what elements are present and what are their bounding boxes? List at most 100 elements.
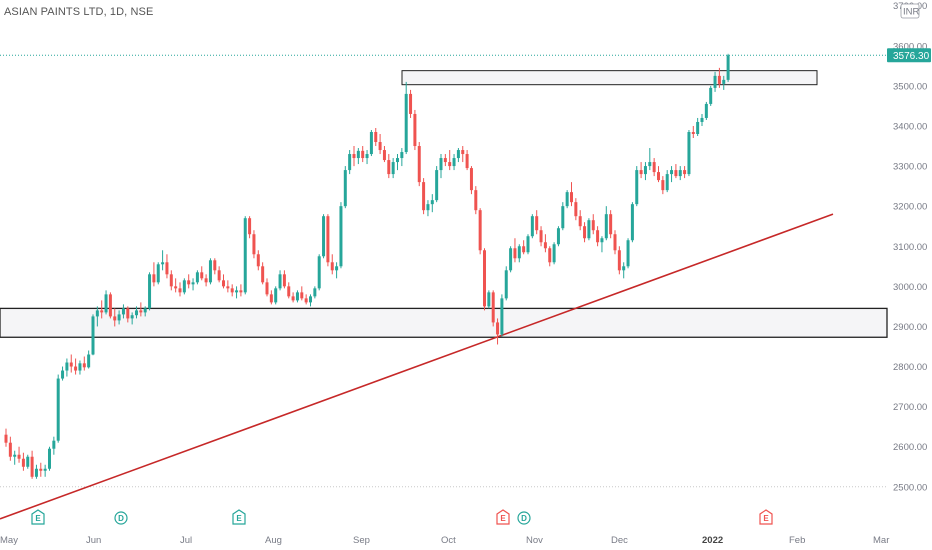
candle-body: [335, 266, 339, 271]
price-overlay: 3576.30: [0, 48, 931, 63]
earnings-marker[interactable]: E: [759, 509, 773, 525]
candle-body: [713, 75, 717, 88]
candle-body: [330, 262, 334, 271]
dividend-marker[interactable]: D: [114, 511, 128, 525]
candle-body: [400, 152, 404, 159]
candle-body: [491, 292, 495, 323]
candle-body: [570, 192, 573, 203]
candle-body: [678, 170, 682, 177]
candle-body: [52, 440, 56, 449]
candle-body: [295, 292, 299, 301]
candle-body: [352, 154, 356, 159]
earnings-marker[interactable]: E: [31, 509, 45, 525]
candle-body: [622, 266, 626, 271]
candle-body: [126, 308, 130, 319]
candle-body: [361, 150, 365, 159]
candle-body: [626, 240, 630, 267]
candle-body: [21, 458, 25, 467]
candle-body: [609, 214, 613, 235]
candle-body: [670, 170, 674, 175]
candle-body: [596, 230, 600, 243]
candle-body: [230, 288, 234, 293]
candle-body: [548, 248, 552, 263]
candle-body: [604, 214, 608, 239]
x-tick-label: Aug: [265, 535, 282, 546]
candle-body: [326, 216, 330, 263]
candles-layer: [4, 53, 730, 479]
y-tick-label: 3200.00: [893, 202, 927, 213]
candle-body: [413, 113, 417, 147]
candle-body: [200, 272, 204, 279]
candle-body: [661, 180, 665, 191]
candle-body: [396, 158, 399, 163]
x-tick-label: Mar: [873, 535, 889, 546]
candle-body: [130, 315, 134, 319]
trendline-layer: [0, 213, 834, 520]
candle-body: [265, 282, 269, 295]
candle-body: [100, 310, 104, 313]
candle-body: [617, 250, 621, 271]
candle-body: [665, 174, 669, 191]
candle-body: [165, 262, 169, 275]
candle-body: [600, 238, 604, 243]
candle-body: [108, 294, 112, 317]
candle-body: [156, 264, 160, 283]
candle-body: [543, 242, 547, 249]
candle-body: [56, 378, 60, 441]
candle-body: [13, 454, 17, 457]
candle-body: [674, 170, 678, 177]
candle-body: [226, 286, 230, 289]
candle-body: [378, 142, 382, 151]
candle-body: [300, 292, 304, 299]
y-tick-label: 2600.00: [893, 442, 927, 453]
candle-body: [417, 146, 421, 183]
candle-body: [65, 362, 69, 371]
candle-body: [213, 260, 217, 271]
candle-body: [356, 150, 360, 159]
candle-body: [117, 314, 121, 321]
resistance-zone: [401, 70, 818, 86]
dividend-marker[interactable]: D: [517, 511, 531, 525]
dividend-icon: [114, 511, 128, 525]
y-tick-label: 3100.00: [893, 242, 927, 253]
candle-body: [504, 270, 508, 299]
candle-body: [704, 103, 708, 118]
candle-body: [313, 288, 317, 297]
candle-body: [487, 292, 491, 307]
candle-body: [726, 55, 730, 80]
candle-body: [391, 162, 395, 175]
candle-body: [513, 248, 517, 259]
candle-body: [291, 296, 295, 301]
candle-body: [304, 298, 308, 303]
candle-body: [348, 154, 352, 171]
candle-body: [657, 172, 660, 181]
candle-body: [87, 354, 91, 368]
trendline: [0, 213, 834, 520]
candle-body: [143, 308, 147, 313]
candle-body: [43, 468, 47, 471]
earnings-icon: [496, 509, 510, 525]
candle-body: [509, 248, 513, 271]
support-zone: [0, 307, 888, 338]
x-tick-label: Jun: [86, 535, 101, 546]
last-price-label: 3576.30: [893, 51, 930, 62]
y-tick-label: 2900.00: [893, 322, 927, 333]
candle-body: [195, 272, 199, 283]
candle-body: [387, 160, 391, 175]
earnings-marker[interactable]: E: [496, 509, 510, 525]
x-axis: May Jun Jul Aug Sep Oct Nov Dec 2022 Feb Mar: [0, 535, 889, 546]
chart-title: ASIAN PAINTS LTD, 1D, NSE: [4, 6, 154, 18]
candle-body: [469, 168, 473, 191]
candle-body: [78, 363, 82, 371]
y-tick-label: 2800.00: [893, 362, 927, 373]
candle-body: [565, 192, 569, 207]
candle-body: [187, 280, 191, 285]
y-axis: 2500.00 2600.00 2700.00 2800.00 2900.00 3000.…: [893, 1, 927, 493]
earnings-marker[interactable]: E: [232, 509, 246, 525]
candle-body: [252, 234, 256, 255]
x-tick-label: Sep: [353, 535, 370, 546]
candle-body: [174, 286, 178, 289]
candle-body: [696, 121, 700, 134]
candle-body: [48, 448, 51, 469]
